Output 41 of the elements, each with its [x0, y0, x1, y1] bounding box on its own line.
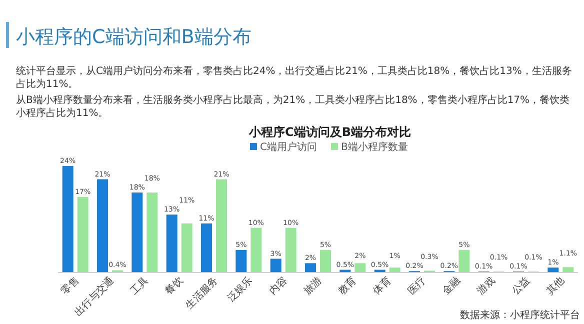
bar [250, 228, 262, 272]
bar [320, 250, 331, 272]
bar [562, 267, 574, 272]
bar [458, 250, 470, 272]
bar [285, 228, 296, 272]
x-tick-label: 公益 [509, 274, 532, 298]
bar [389, 268, 400, 272]
x-tick-label: 其他 [544, 274, 567, 298]
bar [236, 250, 247, 272]
bar [548, 268, 559, 272]
bar [201, 223, 212, 272]
x-tick-label: 医疗 [405, 274, 428, 298]
x-tick-label: 内容 [266, 274, 290, 298]
bar [270, 258, 282, 272]
bar [216, 179, 227, 272]
x-tick-label: 游戏 [474, 274, 498, 298]
x-tick-label: 教育 [336, 274, 359, 298]
bar [97, 179, 108, 272]
legend-label: C端用户访问 [260, 141, 317, 153]
x-tick-label: 旅游 [301, 274, 324, 298]
x-tick-label: 体育 [370, 274, 394, 298]
bar [77, 196, 88, 272]
x-tick-label: 工具 [128, 275, 151, 298]
x-tick-label: 生活服务 [183, 274, 220, 312]
text: 从B端小程序数量分布来看，生活服务类小程序占比最高，为21%，工具类小程序占比18%，零售类小程序占比17%，餐饮类小程序占比为11%。 [16, 94, 570, 119]
bar [354, 263, 366, 272]
text: 统计平台显示，从C端用户访问分布来看，零售类占比24%，出行交通占比21%，工具类占比18%，餐饮占比13%，生活服务占比为11%。 [16, 65, 572, 90]
x-tick-label: 金融 [440, 274, 463, 298]
x-tick-label: 零售 [58, 274, 82, 298]
chart-title: 小程序的C端访问和B端分布 [16, 26, 252, 48]
x-tick-label: 泛娱乐 [225, 274, 255, 304]
x-tick-label: 餐饮 [162, 274, 186, 298]
legend-label: B端小程序数量 [340, 141, 408, 153]
chart-subtitle: 小程序C端访问及B端分布对比 [248, 125, 411, 139]
bar [62, 166, 74, 272]
bar [181, 223, 192, 272]
bar [166, 214, 178, 272]
bar [146, 192, 158, 272]
bar [132, 192, 143, 272]
source-note: 数据来源：小程序统计平台 [460, 309, 580, 321]
bar [305, 263, 316, 272]
